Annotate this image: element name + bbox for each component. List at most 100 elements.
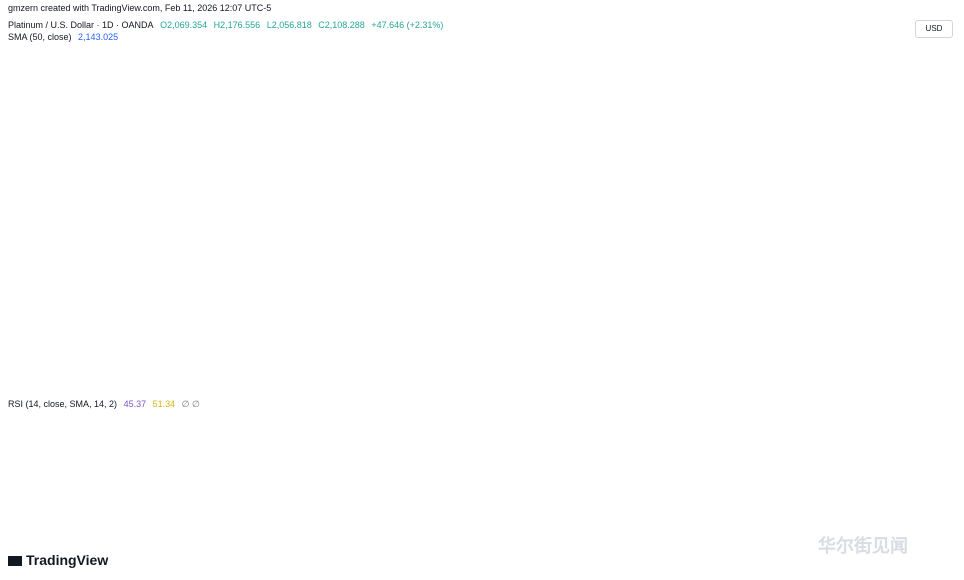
candle-body [422,250,431,260]
rsi-legend[interactable]: RSI (14, close, SMA, 14, 2) 45.37 51.34 … [8,399,204,410]
time-tick-label: 11 [105,529,114,538]
time-tick-label: 2026 [536,529,554,538]
price-tick-label: 2,200.000 [918,187,954,196]
candle-body [134,331,144,340]
candle-body [409,259,419,272]
tradingview-logo[interactable]: TradingView [8,552,108,568]
candle-body [622,161,632,178]
currency-button[interactable]: USD [915,20,953,38]
level-price-tag [913,259,953,270]
candle-body [272,310,281,315]
time-tick-label: 7 [583,529,588,538]
symbol-title: Platinum / U.S. Dollar · 1D · OANDA [8,20,154,30]
symbol-legend[interactable]: Platinum / U.S. Dollar · 1D · OANDA O2,0… [8,20,447,30]
candle-body [647,150,657,169]
candle-body [222,335,231,340]
candle-body [672,168,682,178]
chart-caption: gmzern created with TradingView.com, Feb… [8,3,272,13]
price-tick-label: 1,600.000 [918,324,954,333]
time-tick-label: 12 [620,529,629,538]
candle-body [359,305,369,315]
candle-body [47,340,56,346]
level-zone [8,176,910,182]
rsi-band-background [8,440,910,503]
candle-body [109,324,119,330]
plot-background [8,18,910,518]
price-tick-label: 2,300.000 [918,165,954,174]
level-zone [8,223,910,228]
candle-body [122,324,131,333]
rsi-overbought-fill [401,409,752,441]
price-tick-label: 1,400.000 [918,370,954,379]
price-tick-label: 2,100.000 [918,210,954,219]
candle-body [472,175,482,206]
candle-body [747,65,757,112]
rsi-tick-label: 60 [930,452,939,461]
candle-body [460,205,469,231]
tradingview-logo-icon [8,556,22,567]
candle-body [97,328,106,333]
brand-name: TradingView [26,552,109,568]
time-tick-label: 22 [462,529,471,538]
candle-body [835,191,844,197]
rsi-label: RSI (14, close, SMA, 14, 2) [8,399,118,409]
sma-legend[interactable]: SMA (50, close) 2,143.025 [8,32,122,42]
price-tick-label: 2,700.000 [918,73,954,82]
candle-body [209,338,219,345]
candle-body [485,175,494,190]
time-tick-label: 20 [699,529,708,538]
ohlc-open: O2,069.354 [160,20,208,30]
candle-body [322,314,331,317]
time-tick-label: 9 [345,529,350,538]
time-tick-label: 15 [660,529,669,538]
time-tick-label: 23 [739,529,748,538]
level-price-label: 1,879.198 [916,261,949,270]
sma-value: 2,143.025 [78,32,119,42]
level-price-tag [913,171,953,182]
candle-body [159,343,169,346]
candle-body [184,346,194,352]
candle-body [34,337,44,347]
candle-body [447,230,456,247]
candle-body [535,196,544,231]
level-price-tag [913,254,953,265]
candle-body [797,95,807,203]
price-tick-label: 2,500.000 [918,119,954,128]
candle-body [384,285,394,297]
ohlc-change: +47.646 (+2.31%) [371,20,444,30]
candle-body [9,331,19,338]
candle-body [197,344,206,349]
candle-body [397,271,406,286]
level-price-label: 2,264.894 [916,173,949,182]
candle-body [685,148,694,169]
candle-body [572,143,582,185]
candle-body [635,161,644,169]
level-price-tag [913,176,953,187]
time-tick-label: 28 [779,529,788,538]
time-tick-label: Nov [23,529,37,538]
price-tick-label: 2,600.000 [918,96,954,105]
rsi-line [13,408,903,485]
candle-body [772,79,782,96]
candle-body [597,173,607,181]
price-tick-label: 1,700.000 [918,302,954,311]
level-price-tag [913,218,953,229]
time-tick-label: 6 [67,529,72,538]
time-tick-label: Dec [261,529,275,538]
time-tick-label: 24 [224,529,233,538]
price-tick-label: 1,500.000 [918,347,954,356]
candle-body [84,332,94,343]
price-tick-label: 1,800.000 [918,279,954,288]
time-tick-label: 26 [501,529,510,538]
watermark-logo: 华尔街见闻 [818,536,908,556]
candle-body [284,310,294,316]
rsi-tick-label: 40 [930,483,939,492]
candle-body [822,196,832,212]
level-zone [8,259,910,265]
price-tick-label: 2,000.000 [918,233,954,242]
rsi-value: 45.37 [123,399,147,409]
candle-body [660,150,669,178]
time-tick-label: 12 [382,529,391,538]
candle-body [847,196,857,249]
